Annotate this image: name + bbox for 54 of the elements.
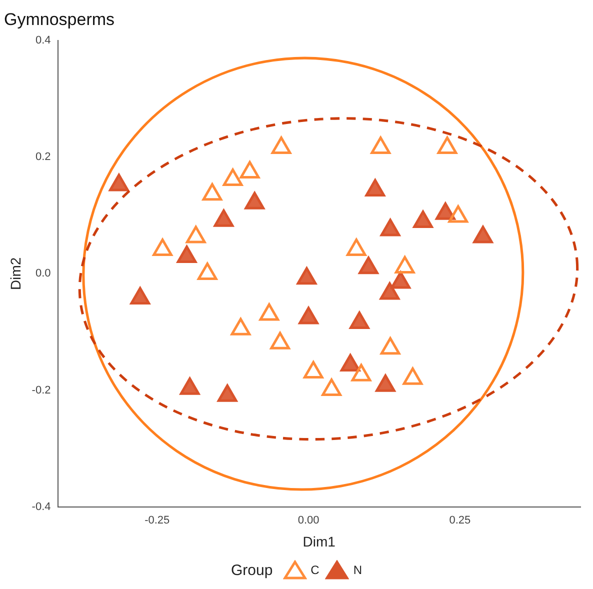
point bbox=[365, 179, 386, 197]
point bbox=[394, 256, 415, 274]
point bbox=[370, 136, 391, 154]
point bbox=[390, 271, 411, 289]
point bbox=[197, 262, 218, 280]
point bbox=[376, 374, 396, 392]
legend-label: N bbox=[353, 563, 362, 577]
point bbox=[380, 337, 400, 355]
legend-title: Group bbox=[230, 562, 273, 578]
point bbox=[176, 246, 197, 264]
point bbox=[473, 226, 493, 244]
point bbox=[437, 136, 458, 154]
point bbox=[346, 238, 366, 256]
x-axis-title: Dim1 bbox=[302, 533, 336, 550]
point bbox=[322, 378, 342, 396]
point bbox=[130, 286, 150, 304]
point bbox=[202, 183, 222, 201]
point bbox=[350, 311, 370, 329]
y-tick-label: 0.0 bbox=[35, 268, 51, 280]
point bbox=[402, 367, 423, 385]
point bbox=[222, 168, 243, 186]
point bbox=[358, 256, 378, 274]
legend-label: C bbox=[310, 563, 320, 577]
point bbox=[244, 192, 265, 210]
y-tick-label: -0.2 bbox=[32, 384, 51, 396]
point bbox=[380, 218, 400, 236]
x-tick-label: -0.25 bbox=[144, 514, 170, 527]
point bbox=[230, 318, 251, 336]
point bbox=[413, 210, 433, 228]
point bbox=[351, 364, 372, 382]
point bbox=[448, 205, 468, 223]
point bbox=[152, 238, 172, 256]
point bbox=[436, 202, 456, 220]
y-axis-title: Dim2 bbox=[7, 257, 24, 290]
x-tick-label: 0.00 bbox=[298, 514, 320, 527]
y-tick-label: 0.4 bbox=[35, 34, 51, 46]
chart-title: Gymnosperms bbox=[4, 10, 115, 29]
point bbox=[214, 209, 234, 227]
point bbox=[303, 361, 324, 379]
x-tick-label: 0.25 bbox=[449, 514, 471, 527]
point bbox=[240, 160, 260, 178]
point bbox=[180, 377, 200, 395]
point bbox=[109, 174, 129, 192]
point bbox=[217, 384, 238, 402]
point bbox=[298, 306, 318, 324]
point bbox=[186, 226, 206, 244]
point bbox=[259, 303, 280, 321]
point bbox=[296, 267, 317, 285]
point bbox=[380, 282, 400, 300]
point bbox=[270, 332, 290, 350]
point bbox=[340, 354, 360, 372]
y-tick-label: 0.2 bbox=[35, 151, 51, 164]
point bbox=[271, 136, 292, 154]
y-tick-label: -0.4 bbox=[32, 501, 51, 514]
